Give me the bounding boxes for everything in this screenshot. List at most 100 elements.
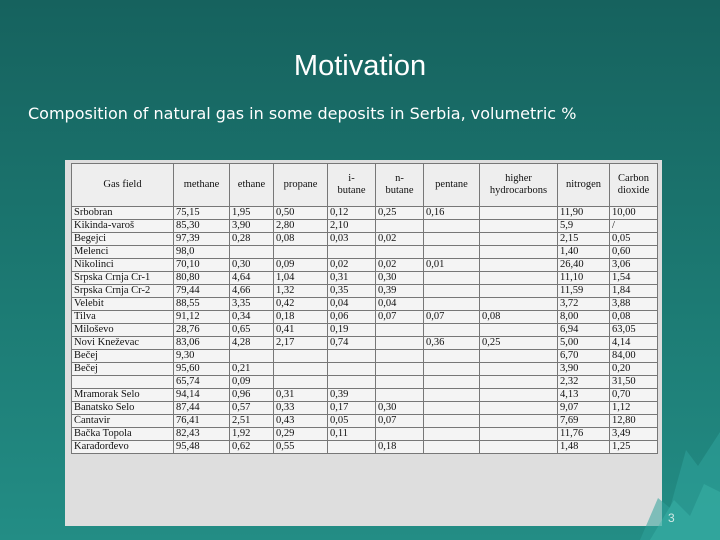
- table-cell: 91,12: [173, 310, 230, 324]
- table-cell: 0,30: [375, 401, 424, 415]
- table-body: Srbobran 75,15 1,95 0,50 0,12 0,25 0,16 11,90 10…: [71, 206, 658, 454]
- table-cell: 2,32: [557, 375, 610, 389]
- table-cell: 0,34: [229, 310, 274, 324]
- table-cell: 8,00: [557, 310, 610, 324]
- table-cell: [479, 414, 558, 428]
- table-cell: [423, 297, 480, 311]
- mountain-decor: [640, 432, 720, 540]
- table-cell: [375, 336, 424, 350]
- table-cell: 0,57: [229, 401, 274, 415]
- table-cell: 87,44: [173, 401, 230, 415]
- table-cell: 4,28: [229, 336, 274, 350]
- slide-subtitle: Composition of natural gas in some depos…: [28, 104, 577, 123]
- table-cell: 5,00: [557, 336, 610, 350]
- table-cell: 0,08: [273, 232, 328, 246]
- table-cell: 3,90: [229, 219, 274, 233]
- table-cell: [479, 362, 558, 376]
- table-cell: [423, 284, 480, 298]
- table-cell: 0,09: [229, 375, 274, 389]
- table-cell: [327, 440, 376, 454]
- gas-field-cell: Begejci: [71, 232, 174, 246]
- table-cell: [479, 401, 558, 415]
- table-cell: [423, 401, 480, 415]
- table-row: Bačka Topola 82,43 1,92 0,29 0,11 11,76 3,49: [71, 427, 658, 441]
- table-cell: 2,15: [557, 232, 610, 246]
- table-cell: 0,29: [273, 427, 328, 441]
- table-cell: 70,10: [173, 258, 230, 272]
- table-cell: [479, 297, 558, 311]
- table-cell: [479, 388, 558, 402]
- table-cell: 0,62: [229, 440, 274, 454]
- table-cell: 0,02: [327, 258, 376, 272]
- gas-field-cell: Srbobran: [71, 206, 174, 220]
- table-cell: 2,80: [273, 219, 328, 233]
- table-cell: [375, 362, 424, 376]
- table-cell: [375, 375, 424, 389]
- table-cell: 0,18: [375, 440, 424, 454]
- table-cell: 1,54: [609, 271, 658, 285]
- table-cell: 2,51: [229, 414, 274, 428]
- table-cell: 83,06: [173, 336, 230, 350]
- table-cell: 0,50: [273, 206, 328, 220]
- table-cell: 6,94: [557, 323, 610, 337]
- page-number: 3: [668, 511, 675, 525]
- table-cell: 2,10: [327, 219, 376, 233]
- table-cell: 0,43: [273, 414, 328, 428]
- table-row: 65,74 0,09 2,32 31,50: [71, 375, 658, 389]
- column-header: Carbon dioxide: [609, 163, 658, 207]
- table-cell: 4,66: [229, 284, 274, 298]
- table-cell: 0,01: [423, 258, 480, 272]
- table-cell: 1,84: [609, 284, 658, 298]
- gas-field-cell: Bečej: [71, 349, 174, 363]
- gas-field-cell: Mramorak Selo: [71, 388, 174, 402]
- table-row: Srpska Crnja Cr-1 80,80 4,64 1,04 0,31 0,30 11…: [71, 271, 658, 285]
- table-cell: 0,07: [375, 414, 424, 428]
- table-cell: 3,06: [609, 258, 658, 272]
- table-row: Srbobran 75,15 1,95 0,50 0,12 0,25 0,16 11,90 10…: [71, 206, 658, 220]
- gas-field-cell: Čantavir: [71, 414, 174, 428]
- table-row: Banatsko Selo 87,44 0,57 0,33 0,17 0,30 9,07 1,…: [71, 401, 658, 415]
- table-cell: 11,59: [557, 284, 610, 298]
- table-cell: 0,31: [327, 271, 376, 285]
- column-header: pentane: [423, 163, 480, 207]
- table-cell: 0,60: [609, 245, 658, 259]
- table-row: Čantavir 76,41 2,51 0,43 0,05 0,07 7,69 12,80: [71, 414, 658, 428]
- table-cell: 3,72: [557, 297, 610, 311]
- table-cell: 5,9: [557, 219, 610, 233]
- table-header-row: Gas field methane ethane propane i-butane n-b…: [71, 163, 658, 207]
- table-cell: 26,40: [557, 258, 610, 272]
- table-cell: 10,00: [609, 206, 658, 220]
- table-cell: [423, 375, 480, 389]
- table-cell: [479, 206, 558, 220]
- table-cell: [273, 375, 328, 389]
- table-cell: 0,74: [327, 336, 376, 350]
- table-cell: [479, 440, 558, 454]
- table-cell: 76,41: [173, 414, 230, 428]
- column-header: methane: [173, 163, 230, 207]
- table-cell: 11,76: [557, 427, 610, 441]
- table-cell: 1,92: [229, 427, 274, 441]
- table-cell: 0,05: [609, 232, 658, 246]
- table-cell: 4,14: [609, 336, 658, 350]
- table-cell: 1,40: [557, 245, 610, 259]
- table-row: Kikinda-varoš 85,30 3,90 2,80 2,10 5,9/: [71, 219, 658, 233]
- table-cell: [327, 349, 376, 363]
- table-cell: 0,03: [327, 232, 376, 246]
- table-cell: 0,39: [375, 284, 424, 298]
- table-cell: 75,15: [173, 206, 230, 220]
- column-header: propane: [273, 163, 328, 207]
- table-cell: [479, 284, 558, 298]
- table-row: Melenci 98,0 1,40 0,60: [71, 245, 658, 259]
- table-cell: 3,35: [229, 297, 274, 311]
- table-cell: [423, 388, 480, 402]
- table-cell: [273, 349, 328, 363]
- table-cell: 1,32: [273, 284, 328, 298]
- gas-field-cell: Kikinda-varoš: [71, 219, 174, 233]
- table-row: Bečej 9,30 6,70 84,00: [71, 349, 658, 363]
- table-cell: [479, 258, 558, 272]
- table-cell: 0,17: [327, 401, 376, 415]
- gas-field-cell: Srpska Crnja Cr-1: [71, 271, 174, 285]
- table-cell: [423, 271, 480, 285]
- table-row: Bečej 95,60 0,21 3,90 0,20: [71, 362, 658, 376]
- table-cell: [273, 245, 328, 259]
